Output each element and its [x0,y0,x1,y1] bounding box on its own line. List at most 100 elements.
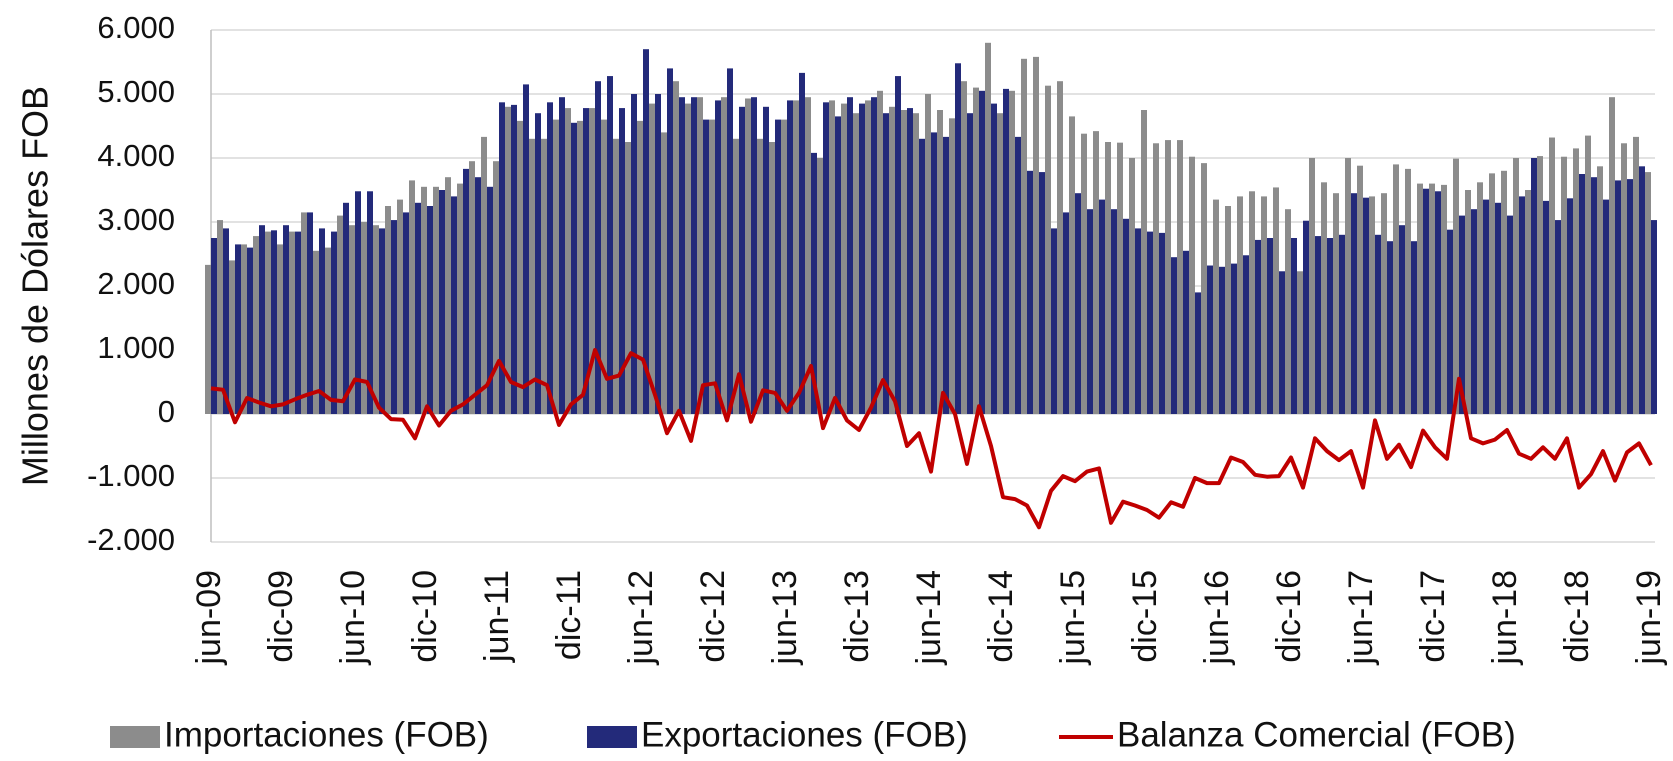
bar [877,90,883,415]
bar [697,97,703,414]
bar [1183,250,1189,414]
bar [829,100,835,415]
bar [1207,265,1213,414]
bar [799,72,805,414]
x-tick-label: dic-17 [1414,570,1452,663]
bar [1411,241,1417,414]
bar [805,97,811,414]
bar [763,106,769,415]
bar [1081,133,1087,414]
bar [757,138,763,415]
bar [403,212,409,414]
bar [979,90,985,415]
bar [1573,148,1579,414]
y-tick-label: 0 [158,394,175,429]
bar [1225,206,1231,414]
bar [1525,190,1531,414]
bar [529,138,535,415]
bar [1099,199,1105,414]
bar [421,186,427,414]
bar [1087,209,1093,414]
bar [457,183,463,414]
bar [1135,228,1141,414]
bar [1039,172,1045,414]
bar [481,136,487,414]
bar [871,97,877,414]
bar [1405,168,1411,414]
bar [1507,215,1513,414]
bar [949,118,955,414]
bar [985,42,991,415]
bar [1471,209,1477,414]
bar [325,247,331,414]
bar [661,132,667,414]
bar [781,119,787,414]
bar [1585,135,1591,414]
bar [1603,199,1609,414]
x-tick-label: jun-19 [1630,570,1668,666]
bar [1141,110,1147,414]
bar [565,108,571,414]
x-tick-label: dic-15 [1126,570,1164,663]
bar [655,94,661,414]
bar [1267,238,1273,414]
y-tick-label: -2.000 [87,522,175,557]
y-tick-label: -1.000 [87,458,175,493]
bar [265,231,271,414]
x-tick-label: dic-16 [1270,570,1308,663]
x-tick-label: jun-16 [1198,570,1236,666]
bar [649,103,655,414]
bar [721,97,727,414]
bar [445,177,451,414]
bar [841,103,847,414]
bar [415,202,421,414]
bar [619,108,625,414]
bar [1441,184,1447,414]
bar [1045,85,1051,415]
bar [1273,187,1279,414]
bar [1513,158,1519,414]
y-tick-label: 3.000 [97,202,175,237]
bar [1393,164,1399,414]
bar [1645,172,1651,414]
bar [1543,200,1549,414]
bar [1057,81,1063,414]
bar [1111,209,1117,414]
bar [559,97,565,414]
bar [283,225,289,414]
bar [1171,257,1177,414]
bar [775,119,781,414]
bar [715,100,721,415]
bar [541,138,547,415]
bar [1147,231,1153,414]
bar [1063,212,1069,414]
bar [901,110,907,414]
bar [583,108,589,414]
bar [751,97,757,414]
y-tick-label: 1.000 [97,330,175,365]
bar [1369,196,1375,414]
bar [1345,158,1351,414]
bar [1069,116,1075,415]
bar [913,113,919,414]
bar [1189,156,1195,414]
bar [223,228,229,414]
bar [259,225,265,414]
bar [1015,136,1021,414]
bar [301,212,307,414]
bar [937,110,943,414]
bar [673,81,679,414]
bar [1609,97,1615,414]
x-tick-label: dic-18 [1558,570,1596,663]
bar [1537,156,1543,414]
bar [817,158,823,414]
bar [769,142,775,414]
x-tick-label: dic-09 [262,570,300,663]
bar [811,152,817,414]
bar [1177,140,1183,414]
bar [973,87,979,414]
bar [1033,56,1039,414]
bar [1477,182,1483,414]
bar [1105,142,1111,414]
line [210,348,1653,530]
